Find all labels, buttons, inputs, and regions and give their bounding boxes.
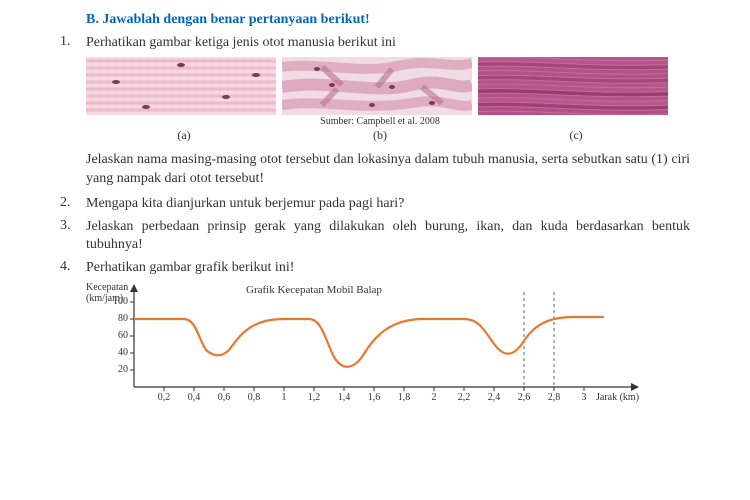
- q1-text: Perhatikan gambar ketiga jenis otot manu…: [86, 34, 396, 53]
- ytick-label: 80: [108, 313, 128, 324]
- image-captions: (a) (b) (c): [86, 128, 690, 143]
- ytick-label: 40: [108, 347, 128, 358]
- xtick-label: 3: [582, 392, 587, 403]
- xtick-label: 1,6: [368, 392, 381, 403]
- question-2: 2. Mengapa kita dianjurkan untuk berjemu…: [60, 195, 690, 214]
- xtick-label: 0,8: [248, 392, 261, 403]
- q4-text: Perhatikan gambar grafik berikut ini!: [86, 259, 294, 278]
- xtick-label: 0,6: [218, 392, 231, 403]
- section-header: B. Jawablah dengan benar pertanyaan beri…: [86, 12, 690, 28]
- ytick-label: 100: [108, 296, 128, 307]
- chart-xlabel: Jarak (km): [596, 392, 639, 403]
- xtick-label: 2: [432, 392, 437, 403]
- q3-number: 3.: [60, 218, 86, 234]
- xtick-label: 2,4: [488, 392, 501, 403]
- chart-title: Grafik Kecepatan Mobil Balap: [246, 284, 382, 296]
- xtick-label: 0,4: [188, 392, 201, 403]
- muscle-image-b: [282, 57, 472, 115]
- q2-text: Mengapa kita dianjurkan untuk berjemur p…: [86, 195, 404, 214]
- q4-number: 4.: [60, 259, 86, 275]
- question-1: 1. Perhatikan gambar ketiga jenis otot m…: [60, 34, 690, 53]
- muscle-image-a: [86, 57, 276, 115]
- xtick-label: 2,8: [548, 392, 561, 403]
- q1-number: 1.: [60, 34, 86, 50]
- xtick-label: 1: [282, 392, 287, 403]
- q1-followup: Jelaskan nama masing-masing otot tersebu…: [86, 151, 690, 189]
- image-source: Sumber: Campbell et al. 2008: [86, 116, 674, 127]
- chart-plot-area: 100806040200,20,40,60,811,21,41,61,822,2…: [134, 302, 654, 410]
- caption-a: (a): [86, 128, 282, 143]
- question-3: 3. Jelaskan perbedaan prinsip gerak yang…: [60, 218, 690, 256]
- xtick-label: 2,2: [458, 392, 471, 403]
- xtick-label: 1,8: [398, 392, 411, 403]
- question-4: 4. Perhatikan gambar grafik berikut ini!: [60, 259, 690, 278]
- caption-b: (b): [282, 128, 478, 143]
- ytick-label: 60: [108, 330, 128, 341]
- ytick-label: 20: [108, 364, 128, 375]
- xtick-label: 1,2: [308, 392, 321, 403]
- speed-chart: Kecepatan(km/jam) Grafik Kecepatan Mobil…: [86, 282, 676, 412]
- muscle-images-row: [86, 57, 690, 115]
- xtick-label: 0,2: [158, 392, 171, 403]
- muscle-image-c: [478, 57, 668, 115]
- q3-text: Jelaskan perbedaan prinsip gerak yang di…: [86, 218, 690, 256]
- xtick-label: 2,6: [518, 392, 531, 403]
- xtick-label: 1,4: [338, 392, 351, 403]
- q2-number: 2.: [60, 195, 86, 211]
- caption-c: (c): [478, 128, 674, 143]
